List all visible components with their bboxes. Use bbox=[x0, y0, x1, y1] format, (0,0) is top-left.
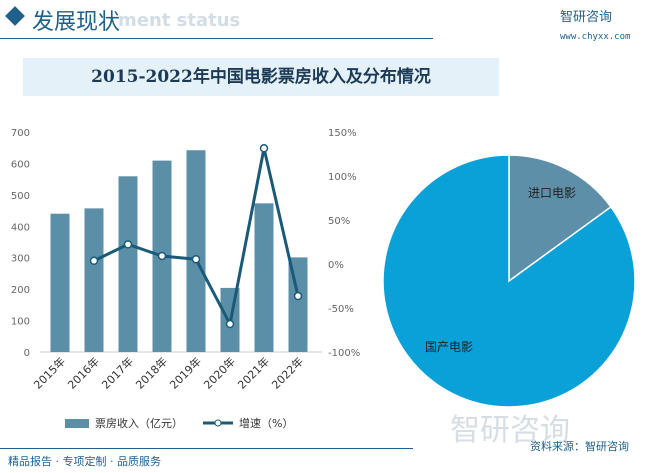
x-tick-label: 2017年 bbox=[99, 354, 136, 391]
footer-divider bbox=[0, 448, 413, 449]
legend-line-swatch bbox=[203, 419, 233, 427]
watermark-logo: 智研咨询 bbox=[450, 413, 570, 448]
right-tick-label: 50% bbox=[328, 216, 350, 227]
x-tick-label: 2021年 bbox=[235, 354, 272, 391]
growth-point bbox=[89, 256, 99, 265]
divider bbox=[0, 38, 433, 39]
x-tick-label: 2018年 bbox=[133, 354, 170, 391]
x-tick-label: 2016年 bbox=[65, 354, 102, 391]
growth-point bbox=[259, 144, 269, 153]
pie-slice bbox=[382, 154, 636, 408]
source: 资料来源：智研咨询 bbox=[530, 440, 629, 453]
legend-bar-swatch bbox=[65, 418, 89, 428]
right-tick-label: -50% bbox=[328, 304, 354, 315]
footer-slogan: 精品报告 · 专项定制 · 品质服务 bbox=[8, 455, 161, 468]
x-tick-label: 2015年 bbox=[31, 354, 68, 391]
pie-label: 国产电影 bbox=[425, 340, 473, 354]
bar bbox=[84, 208, 104, 352]
left-tick-label: 100 bbox=[11, 317, 30, 328]
left-tick-label: 700 bbox=[11, 128, 30, 139]
left-tick-label: 200 bbox=[11, 285, 30, 296]
bar bbox=[254, 203, 274, 352]
header-subtitle: ment status bbox=[118, 10, 241, 31]
logo: 智研咨询 bbox=[560, 10, 613, 25]
left-tick-label: 400 bbox=[11, 222, 30, 233]
chart-title: 2015-2022年中国电影票房收入及分布情况 bbox=[91, 67, 431, 87]
x-tick-label: 2022年 bbox=[269, 354, 306, 391]
x-tick-label: 2019年 bbox=[167, 354, 204, 391]
legend: 票房收入（亿元） 增速（%） bbox=[65, 415, 293, 431]
left-tick-label: 300 bbox=[11, 254, 30, 265]
left-tick-label: 600 bbox=[11, 159, 30, 170]
bar bbox=[118, 176, 138, 352]
growth-point bbox=[191, 254, 201, 264]
growth-point bbox=[123, 240, 133, 249]
growth-point bbox=[293, 291, 303, 301]
title-band bbox=[23, 58, 499, 96]
right-tick-label: 100% bbox=[328, 172, 357, 183]
growth-point bbox=[225, 319, 235, 329]
right-tick-label: 150% bbox=[328, 128, 357, 139]
pie-label: 进口电影 bbox=[528, 186, 576, 200]
header-title: 发展现状 bbox=[32, 10, 121, 35]
pie-slice bbox=[508, 154, 612, 283]
left-tick-label: 500 bbox=[11, 191, 30, 202]
x-tick-label: 2020年 bbox=[201, 354, 238, 391]
right-tick-label: -100% bbox=[328, 348, 360, 359]
left-tick-label: 0 bbox=[24, 348, 30, 359]
legend-line-label: 增速（%） bbox=[239, 417, 294, 430]
bar bbox=[50, 213, 70, 352]
bar bbox=[186, 150, 206, 352]
growth-point bbox=[157, 251, 167, 261]
legend-bar-label: 票房收入（亿元） bbox=[95, 417, 183, 430]
right-tick-label: 0% bbox=[328, 260, 344, 271]
url: www.chyxx.com bbox=[560, 32, 631, 42]
